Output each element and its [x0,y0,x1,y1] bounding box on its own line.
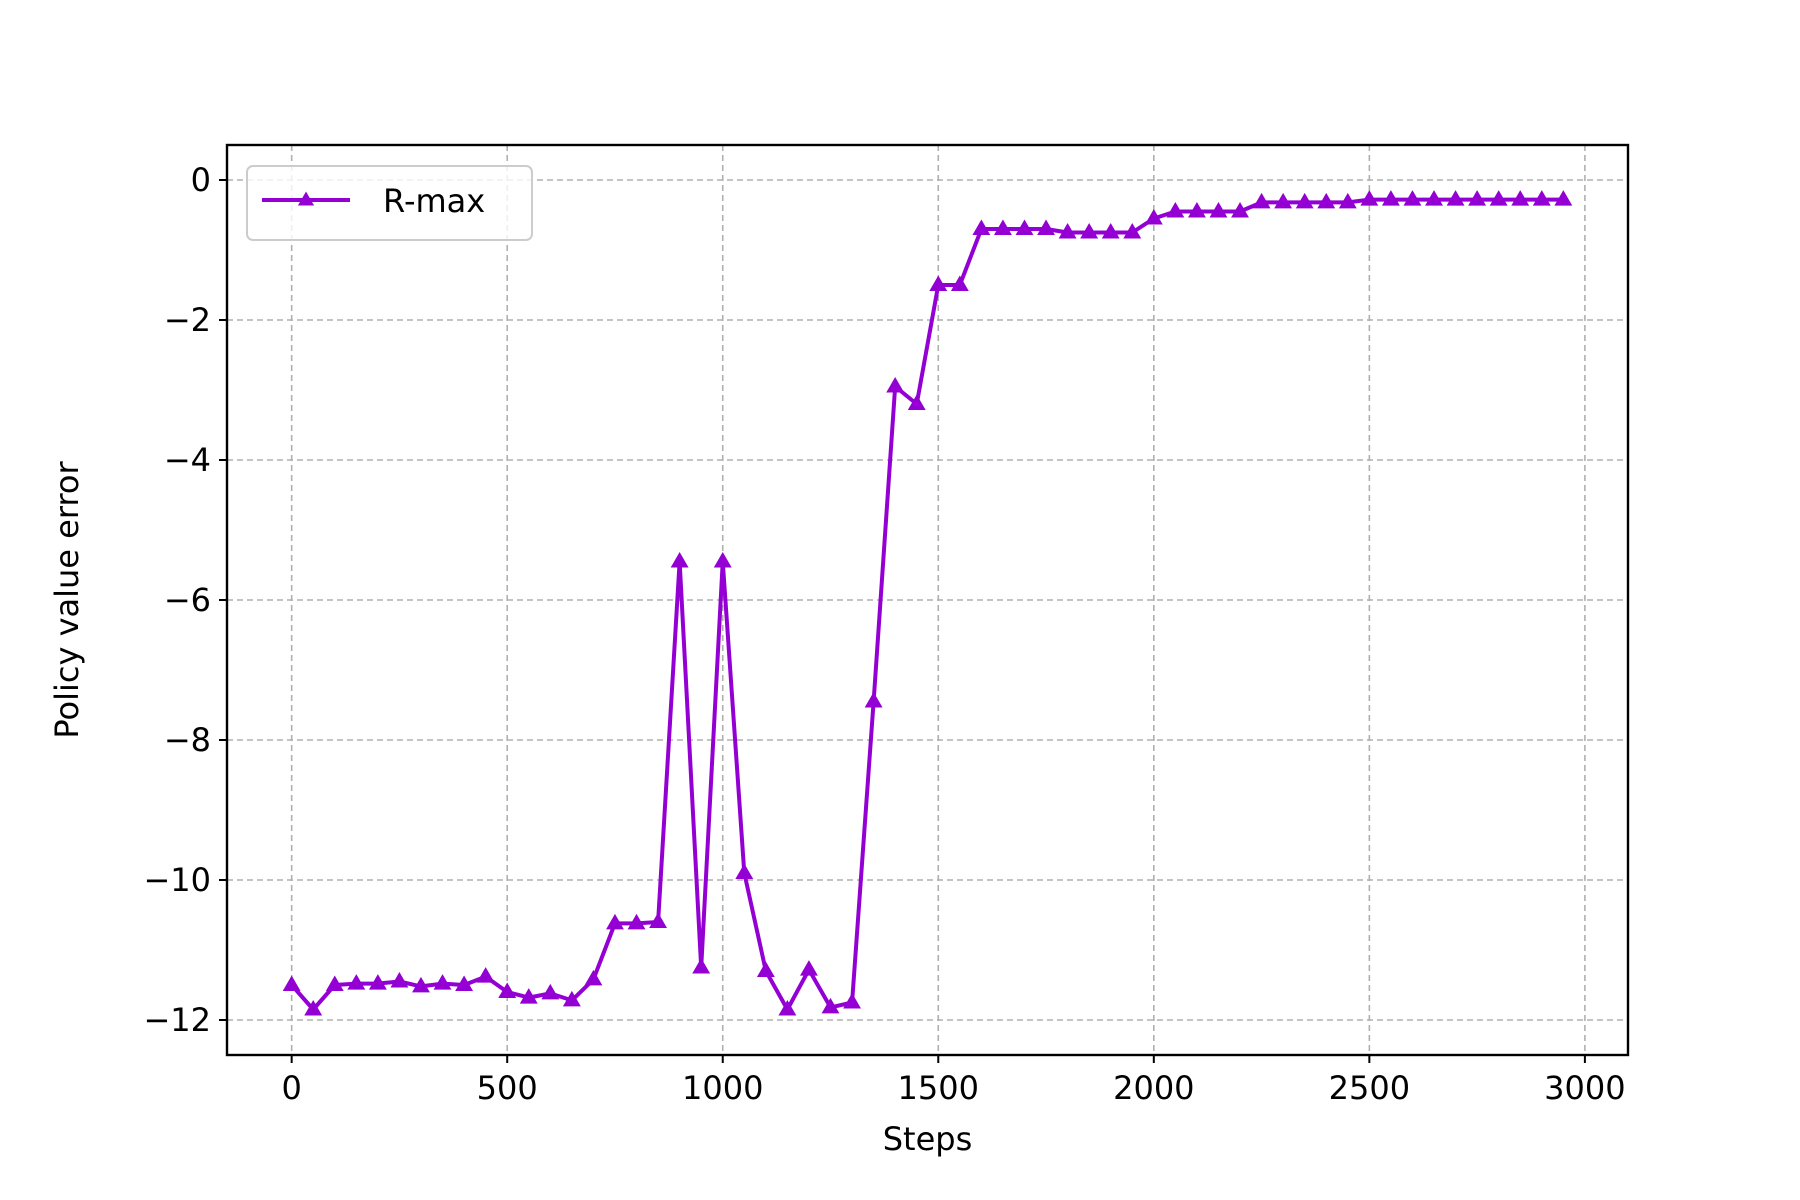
data-point [1403,190,1422,206]
x-tick-label: 0 [281,1069,301,1107]
data-point [325,975,344,992]
data-point [1015,219,1034,236]
data-point [1058,222,1077,239]
data-point [1101,222,1120,239]
data-point [1532,190,1551,206]
data-point [476,967,495,983]
data-point [1187,201,1206,218]
data-point [498,982,517,999]
data-point [1295,192,1314,209]
data-point [907,394,926,411]
legend-marker-r-max [297,191,315,206]
series-line-r-max [290,197,1564,1012]
axis-ticks: 0 500 1000 1500 2000 2500 3000 0 −2 −4 −6 −8 −10 −12 [143,161,1625,1107]
data-point [713,551,732,568]
y-axis-label: Policy value error [48,461,86,739]
series-layer [282,190,1573,1016]
y-tick-label: −6 [164,581,211,619]
data-point [1274,192,1293,209]
data-point [1252,192,1271,209]
data-point [692,957,711,974]
data-point [993,219,1012,236]
data-point [368,974,387,990]
y-tick-label: −10 [143,861,211,899]
data-point [562,990,581,1007]
data-point [433,974,452,990]
data-point [282,975,301,992]
data-point [1166,201,1185,218]
data-point [541,983,560,1000]
x-tick-label: 2500 [1329,1069,1410,1107]
data-point [627,913,646,930]
data-point [864,691,883,708]
data-point [519,988,538,1004]
x-tick-label: 3000 [1544,1069,1625,1107]
data-point [1144,208,1163,225]
data-point [1037,219,1055,236]
data-point [1080,222,1099,239]
data-point [1468,190,1487,206]
data-point [1123,222,1142,239]
data-point [606,913,624,930]
y-tick-label: −4 [164,441,211,479]
y-tick-label: −12 [143,1001,211,1039]
data-point [1338,192,1357,209]
data-point [584,969,603,986]
data-point [1381,190,1400,206]
x-axis-label: Steps [883,1120,973,1158]
legend: R-max [246,165,533,241]
data-point [1489,190,1508,206]
data-point [843,992,862,1009]
data-point [304,999,323,1016]
legend-box [246,165,533,241]
data-point [1360,190,1379,206]
data-point [670,551,689,568]
data-point [455,975,474,992]
data-point [347,974,366,990]
data-point [821,997,840,1014]
data-point [950,275,969,292]
data-point [1317,192,1336,209]
y-tick-label: −2 [164,301,211,339]
x-tick-label: 500 [477,1069,538,1107]
data-point [649,912,668,929]
data-point [1446,190,1465,206]
data-point [929,275,948,292]
data-point [972,219,991,236]
legend-label-r-max: R-max [383,182,485,220]
data-point [390,971,409,988]
data-point [1231,201,1249,218]
data-point [1554,190,1573,206]
data-point [756,961,775,978]
y-tick-label: 0 [191,161,211,199]
data-point [412,976,430,993]
x-tick-label: 1500 [898,1069,979,1107]
data-point [735,863,754,880]
x-tick-label: 1000 [682,1069,763,1107]
data-point [1209,201,1228,218]
data-point [886,376,905,393]
x-tick-label: 2000 [1113,1069,1194,1107]
data-point [1425,190,1443,206]
data-point [800,960,818,976]
data-point [778,999,797,1016]
grid [227,145,1628,1055]
y-tick-label: −8 [164,721,211,759]
data-point [1511,190,1530,206]
